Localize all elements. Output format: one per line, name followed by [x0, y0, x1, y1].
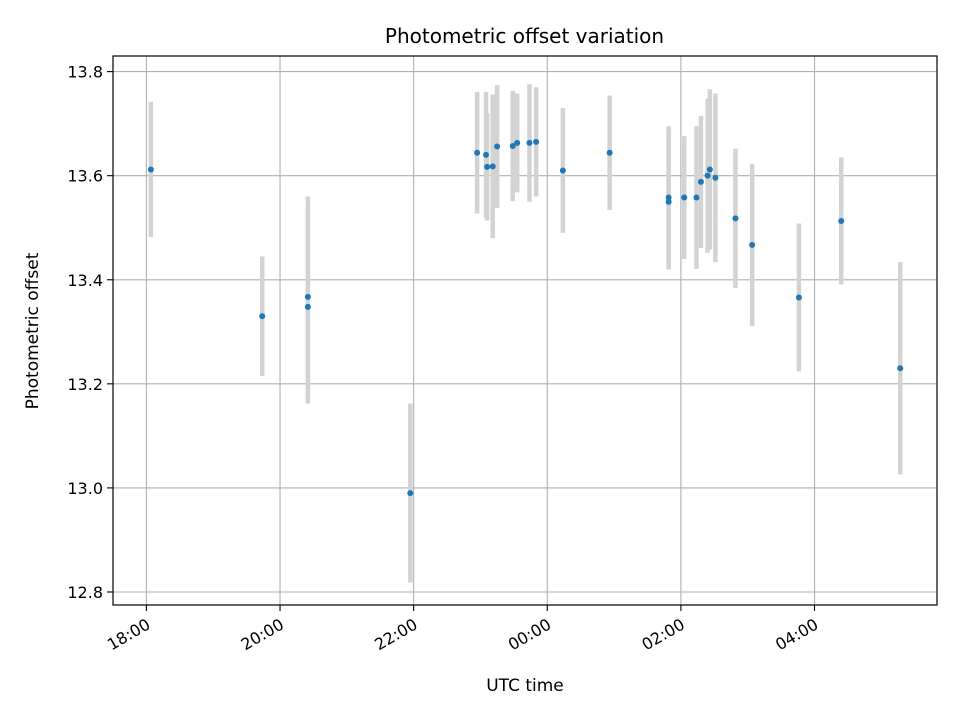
data-point — [526, 139, 533, 146]
data-point — [749, 241, 756, 248]
data-point — [147, 166, 154, 173]
data-point — [533, 138, 540, 145]
data-point — [732, 215, 739, 222]
data-point — [704, 172, 711, 179]
data-point — [795, 294, 802, 301]
y-tick-label: 13.2 — [67, 375, 103, 394]
data-point — [483, 151, 490, 158]
y-axis: 12.8 13.0 13.2 13.4 13.6 13.8 — [67, 63, 113, 602]
data-point — [665, 198, 672, 205]
data-points — [147, 138, 904, 497]
y-tick-label: 13.0 — [67, 479, 103, 498]
data-point — [514, 139, 521, 146]
data-point — [304, 293, 311, 300]
data-point — [838, 217, 845, 224]
y-axis-label: Photometric offset — [23, 252, 43, 409]
data-point — [407, 490, 414, 497]
data-point — [259, 313, 266, 320]
y-tick-label: 13.4 — [67, 271, 103, 290]
data-point — [489, 163, 496, 170]
y-tick-label: 13.6 — [67, 167, 103, 186]
data-point — [484, 163, 491, 170]
data-point — [706, 166, 713, 173]
data-point — [665, 194, 672, 201]
chart-title: Photometric offset variation — [385, 24, 664, 48]
data-point — [474, 149, 481, 156]
y-tick-label: 12.8 — [67, 583, 103, 602]
data-point — [606, 149, 613, 156]
data-point — [897, 365, 904, 372]
data-point — [693, 194, 700, 201]
data-point — [712, 174, 719, 181]
data-point — [509, 143, 516, 150]
data-point — [681, 194, 688, 201]
plot-frame — [112, 55, 938, 606]
data-point — [494, 143, 501, 150]
data-point — [697, 178, 704, 185]
y-tick-label: 13.8 — [67, 63, 103, 82]
data-point — [304, 303, 311, 310]
x-axis-label: UTC time — [486, 676, 564, 696]
data-point — [559, 167, 566, 174]
